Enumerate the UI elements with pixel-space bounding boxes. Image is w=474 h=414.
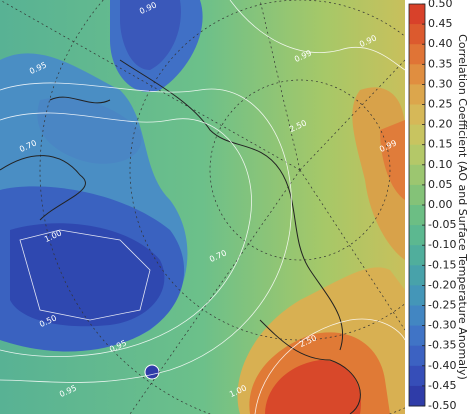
colorbar-tick-label: 0.45 bbox=[428, 17, 453, 30]
colorbar-segment bbox=[409, 285, 425, 306]
colorbar-segment bbox=[409, 64, 425, 85]
colorbar-segment bbox=[409, 4, 425, 25]
coastline bbox=[0, 59, 361, 414]
colorbar-segment bbox=[409, 44, 425, 65]
colorbar-tick-label: 0.35 bbox=[428, 57, 453, 70]
colorbar-tick-label: -0.15 bbox=[428, 258, 456, 271]
colorbar-segment bbox=[409, 345, 425, 367]
colorbar-segment bbox=[409, 24, 425, 45]
colorbar-segment bbox=[409, 265, 425, 286]
colorbar-tick-label: -0.45 bbox=[428, 379, 456, 392]
colorbar-tick-label: 0.00 bbox=[428, 198, 453, 211]
colorbar-tick-label: -0.10 bbox=[428, 238, 456, 251]
colorbar-tick-label: 0.30 bbox=[428, 77, 453, 90]
contour bbox=[0, 0, 405, 414]
colorbar-tick-label: 0.40 bbox=[428, 37, 453, 50]
colorbar-segment bbox=[409, 104, 425, 126]
colorbar-segment bbox=[409, 84, 425, 105]
colorbar-label: Correlation Coefficient (AO and Surface … bbox=[456, 34, 469, 380]
colorbar-tick-label: 0.10 bbox=[428, 158, 453, 171]
colorbar-tick-label: 0.15 bbox=[428, 138, 453, 151]
region-negative bbox=[144, 364, 160, 380]
colorbar-tick-label: -0.25 bbox=[428, 299, 456, 312]
colorbar-tick-label: -0.05 bbox=[428, 218, 456, 231]
region-positive bbox=[380, 120, 405, 200]
colorbar-tick-label: 0.50 bbox=[428, 0, 453, 10]
colorbar-tick-label: -0.50 bbox=[428, 399, 456, 412]
colorbar-segment bbox=[409, 205, 425, 226]
colorbar-tick-label: -0.30 bbox=[428, 319, 456, 332]
colorbar-segment bbox=[409, 245, 425, 266]
colorbar-segment bbox=[409, 124, 425, 146]
colorbar-tick-label: 0.20 bbox=[428, 118, 453, 131]
colorbar-tick-label: -0.35 bbox=[428, 339, 456, 352]
colorbar-tick-label: 0.25 bbox=[428, 98, 453, 111]
colorbar-segment bbox=[409, 305, 425, 327]
colorbar-segment bbox=[409, 184, 425, 206]
colorbar-segment bbox=[409, 365, 425, 387]
colorbar-tick-label: -0.40 bbox=[428, 359, 456, 372]
region-negative bbox=[10, 223, 165, 327]
colorbar-segment bbox=[409, 385, 425, 407]
region-negative bbox=[120, 0, 181, 70]
colorbar-tick-label: 0.05 bbox=[428, 178, 453, 191]
colorbar-segment bbox=[409, 325, 425, 347]
colorbar: 0.50 0.45 0.40 0.35 0.30 0.25 0.20 0.15 0.10 0.05… bbox=[408, 0, 456, 412]
colorbar-segment bbox=[409, 225, 425, 246]
colorbar-tick-label: -0.20 bbox=[428, 278, 456, 291]
colorbar-segment bbox=[409, 164, 425, 186]
colorbar-segment bbox=[409, 144, 425, 166]
region-positive bbox=[265, 360, 361, 414]
